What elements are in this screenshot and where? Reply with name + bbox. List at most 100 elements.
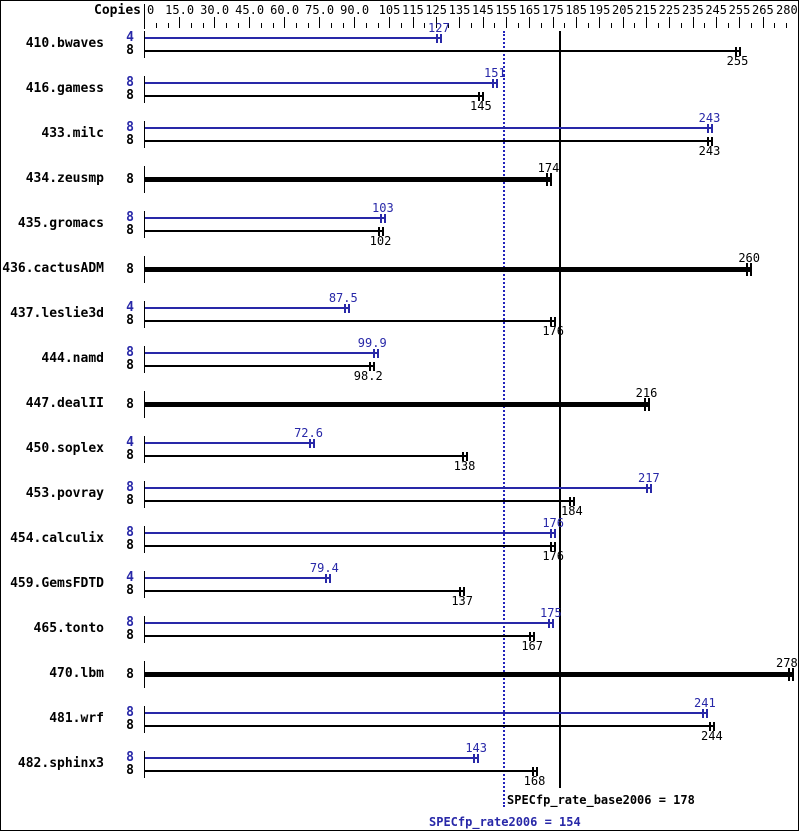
bar-value-label: 241	[694, 696, 716, 710]
bar-end-marker	[309, 438, 312, 448]
axis-tick-label: 175	[542, 3, 564, 17]
bar-end-marker	[492, 78, 494, 88]
copies-value: 8	[126, 480, 134, 495]
axis-tick-label: 115	[402, 3, 424, 17]
axis-major-tick	[179, 17, 181, 28]
bar-value-label: 175	[540, 606, 562, 620]
axis-minor-tick	[307, 23, 309, 28]
benchmark-name: 410.bwaves	[25, 36, 104, 51]
bar-end-marker	[746, 263, 749, 276]
axis-major-tick	[797, 17, 798, 28]
peak-bar	[145, 757, 479, 759]
bar-end-marker	[533, 631, 536, 641]
base-peak-bar	[145, 267, 752, 272]
axis-minor-tick	[494, 23, 496, 28]
copies-value: 8	[126, 210, 134, 225]
bar-value-label: 102	[369, 234, 392, 248]
copies-value: 8	[126, 750, 134, 765]
bar-value-label: 167	[521, 639, 544, 653]
bar-end-marker	[384, 213, 386, 223]
bar-end-marker	[738, 46, 741, 56]
axis-minor-tick	[587, 23, 589, 28]
bar-end-marker	[324, 573, 327, 583]
benchmark-name: 454.calculix	[10, 531, 104, 546]
axis-minor-tick	[424, 23, 426, 28]
bar-end-marker	[713, 721, 715, 731]
benchmark-name: 416.gamess	[25, 81, 104, 96]
row-axis-line	[144, 571, 145, 598]
bar-end-marker	[706, 708, 708, 718]
bar-value-label: 99.9	[357, 336, 387, 350]
copies-value: 8	[126, 171, 134, 187]
summary-peak-label: SPECfp_rate2006 = 154	[429, 815, 581, 829]
bar-value-label: 151	[484, 66, 506, 80]
bar-value-label: 137	[451, 594, 474, 608]
axis-major-tick	[669, 17, 671, 28]
axis-tick-label: 245	[705, 3, 728, 17]
benchmark-name: 482.sphinx3	[17, 756, 104, 771]
axis-major-tick	[715, 17, 717, 28]
bar-value-label: 174	[537, 161, 560, 175]
bar-end-marker	[573, 496, 575, 506]
axis-major-tick	[529, 17, 531, 28]
bar-end-marker	[554, 528, 557, 538]
bar-end-marker	[328, 573, 331, 583]
axis-major-tick	[354, 17, 356, 28]
peak-bar	[145, 622, 553, 624]
axis-minor-tick	[680, 23, 682, 28]
axis-tick-label: 185	[565, 3, 588, 17]
copies-value: 8	[126, 666, 134, 682]
axis-minor-tick	[342, 23, 344, 28]
bar-value-label: 72.6	[294, 426, 323, 440]
bar-value-label: 243	[698, 111, 721, 125]
axis-tick-label: 30.0	[200, 3, 230, 17]
peak-bar	[145, 307, 349, 309]
axis-major-tick	[575, 17, 577, 28]
bar-value-label: 244	[701, 729, 723, 743]
bar-end-marker	[377, 226, 380, 236]
axis-major-tick	[435, 17, 437, 28]
bar-end-marker	[482, 91, 484, 101]
base-bar	[145, 545, 556, 547]
bar-end-marker	[788, 668, 791, 681]
axis-major-tick	[622, 17, 624, 28]
row-axis-line	[144, 526, 145, 553]
benchmark-name: 470.lbm	[49, 666, 104, 681]
axis-minor-tick	[657, 23, 659, 28]
axis-major-tick	[214, 17, 216, 28]
bar-value-label: 216	[635, 386, 658, 400]
axis-minor-tick	[202, 23, 204, 28]
axis-minor-tick	[517, 23, 519, 28]
row-axis-line	[144, 121, 145, 148]
axis-tick-label: 45.0	[235, 3, 265, 17]
benchmark-name: 436.cactusADM	[2, 261, 104, 276]
axis-minor-tick	[167, 23, 169, 28]
bar-end-marker	[550, 528, 553, 538]
axis-tick-label: 235	[682, 3, 704, 17]
axis-minor-tick	[260, 23, 262, 28]
benchmark-name: 434.zeusmp	[25, 171, 104, 186]
bar-value-label: 278	[776, 656, 798, 670]
base-peak-bar	[145, 672, 794, 677]
row-axis-line	[144, 301, 145, 328]
axis-major-tick	[284, 17, 286, 28]
base-bar	[145, 95, 483, 97]
benchmark-name: 435.gromacs	[17, 216, 104, 231]
row-axis-line	[144, 211, 145, 238]
benchmark-name: 450.soplex	[25, 441, 104, 456]
bar-value-label: 184	[561, 504, 583, 518]
axis-tick-label: 60.0	[270, 3, 300, 17]
peak-bar	[145, 217, 385, 219]
bar-end-marker	[461, 451, 464, 461]
base-bar	[145, 770, 537, 772]
axis-tick-label: 145	[472, 3, 494, 17]
axis-major-tick	[482, 17, 484, 28]
axis-minor-tick	[400, 23, 402, 28]
bar-value-label: 176	[542, 324, 565, 338]
axis-tick-label: 75.0	[305, 3, 335, 17]
axis-major-tick	[552, 17, 554, 28]
benchmark-name: 453.povray	[25, 486, 104, 501]
bar-value-label: 176	[542, 516, 565, 530]
axis-tick-label: 215	[635, 3, 658, 17]
base-bar	[145, 50, 740, 52]
